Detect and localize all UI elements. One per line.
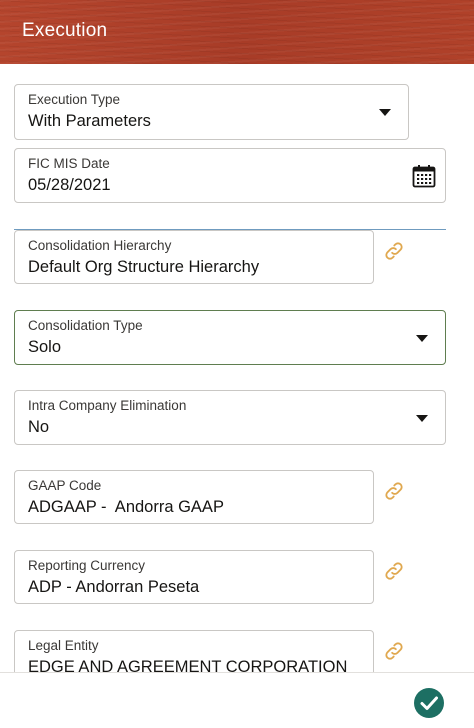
gaap-code-value: ADGAAP - Andorra GAAP: [28, 498, 224, 516]
legal-entity-label: Legal Entity: [28, 638, 99, 653]
consolidation-hierarchy-label: Consolidation Hierarchy: [28, 238, 172, 253]
consolidation-type-value: Solo: [28, 338, 62, 356]
fic-mis-date-value: 05/28/2021: [28, 176, 111, 194]
check-icon: [420, 696, 438, 710]
chevron-down-icon[interactable]: [416, 335, 428, 342]
gaap-code-field[interactable]: GAAP Code ADGAAP - Andorra GAAP: [14, 470, 374, 524]
chevron-down-icon[interactable]: [379, 109, 391, 116]
consolidation-type-select[interactable]: Consolidation Type Solo: [14, 310, 446, 365]
execution-type-select[interactable]: Execution Type With Parameters: [14, 84, 409, 140]
reporting-currency-field[interactable]: Reporting Currency ADP - Andorran Peseta: [14, 550, 374, 604]
page-title: Execution: [22, 20, 108, 41]
page-header: Execution: [0, 0, 474, 64]
execution-type-label: Execution Type: [28, 92, 121, 107]
intra-company-elimination-value: No: [28, 418, 50, 436]
consolidation-type-label: Consolidation Type: [28, 318, 143, 333]
link-icon[interactable]: [383, 560, 405, 582]
execution-form: Execution Type With Parameters FIC MIS D…: [0, 64, 474, 672]
intra-company-elimination-select[interactable]: Intra Company Elimination No: [14, 390, 446, 445]
fic-mis-date-label: FIC MIS Date: [28, 156, 110, 171]
legal-entity-field[interactable]: Legal Entity EDGE AND AGREEMENT CORPORAT…: [14, 630, 374, 672]
consolidation-hierarchy-field[interactable]: Consolidation Hierarchy Default Org Stru…: [14, 230, 374, 284]
link-icon[interactable]: [383, 640, 405, 662]
gaap-code-label: GAAP Code: [28, 478, 102, 493]
intra-company-elimination-label: Intra Company Elimination: [28, 398, 187, 413]
chevron-down-icon[interactable]: [416, 415, 428, 422]
link-icon[interactable]: [383, 480, 405, 502]
reporting-currency-label: Reporting Currency: [28, 558, 146, 573]
execution-type-value: With Parameters: [28, 112, 151, 130]
reporting-currency-value: ADP - Andorran Peseta: [28, 578, 200, 596]
footer-bar: [0, 672, 474, 728]
calendar-icon[interactable]: [412, 164, 436, 188]
link-icon[interactable]: [383, 240, 405, 262]
section-divider: [14, 229, 446, 230]
fic-mis-date-field[interactable]: FIC MIS Date 05/28/2021: [14, 148, 446, 203]
consolidation-hierarchy-value: Default Org Structure Hierarchy: [28, 258, 260, 276]
legal-entity-value: EDGE AND AGREEMENT CORPORATION: [28, 658, 348, 672]
submit-button[interactable]: [414, 688, 444, 718]
